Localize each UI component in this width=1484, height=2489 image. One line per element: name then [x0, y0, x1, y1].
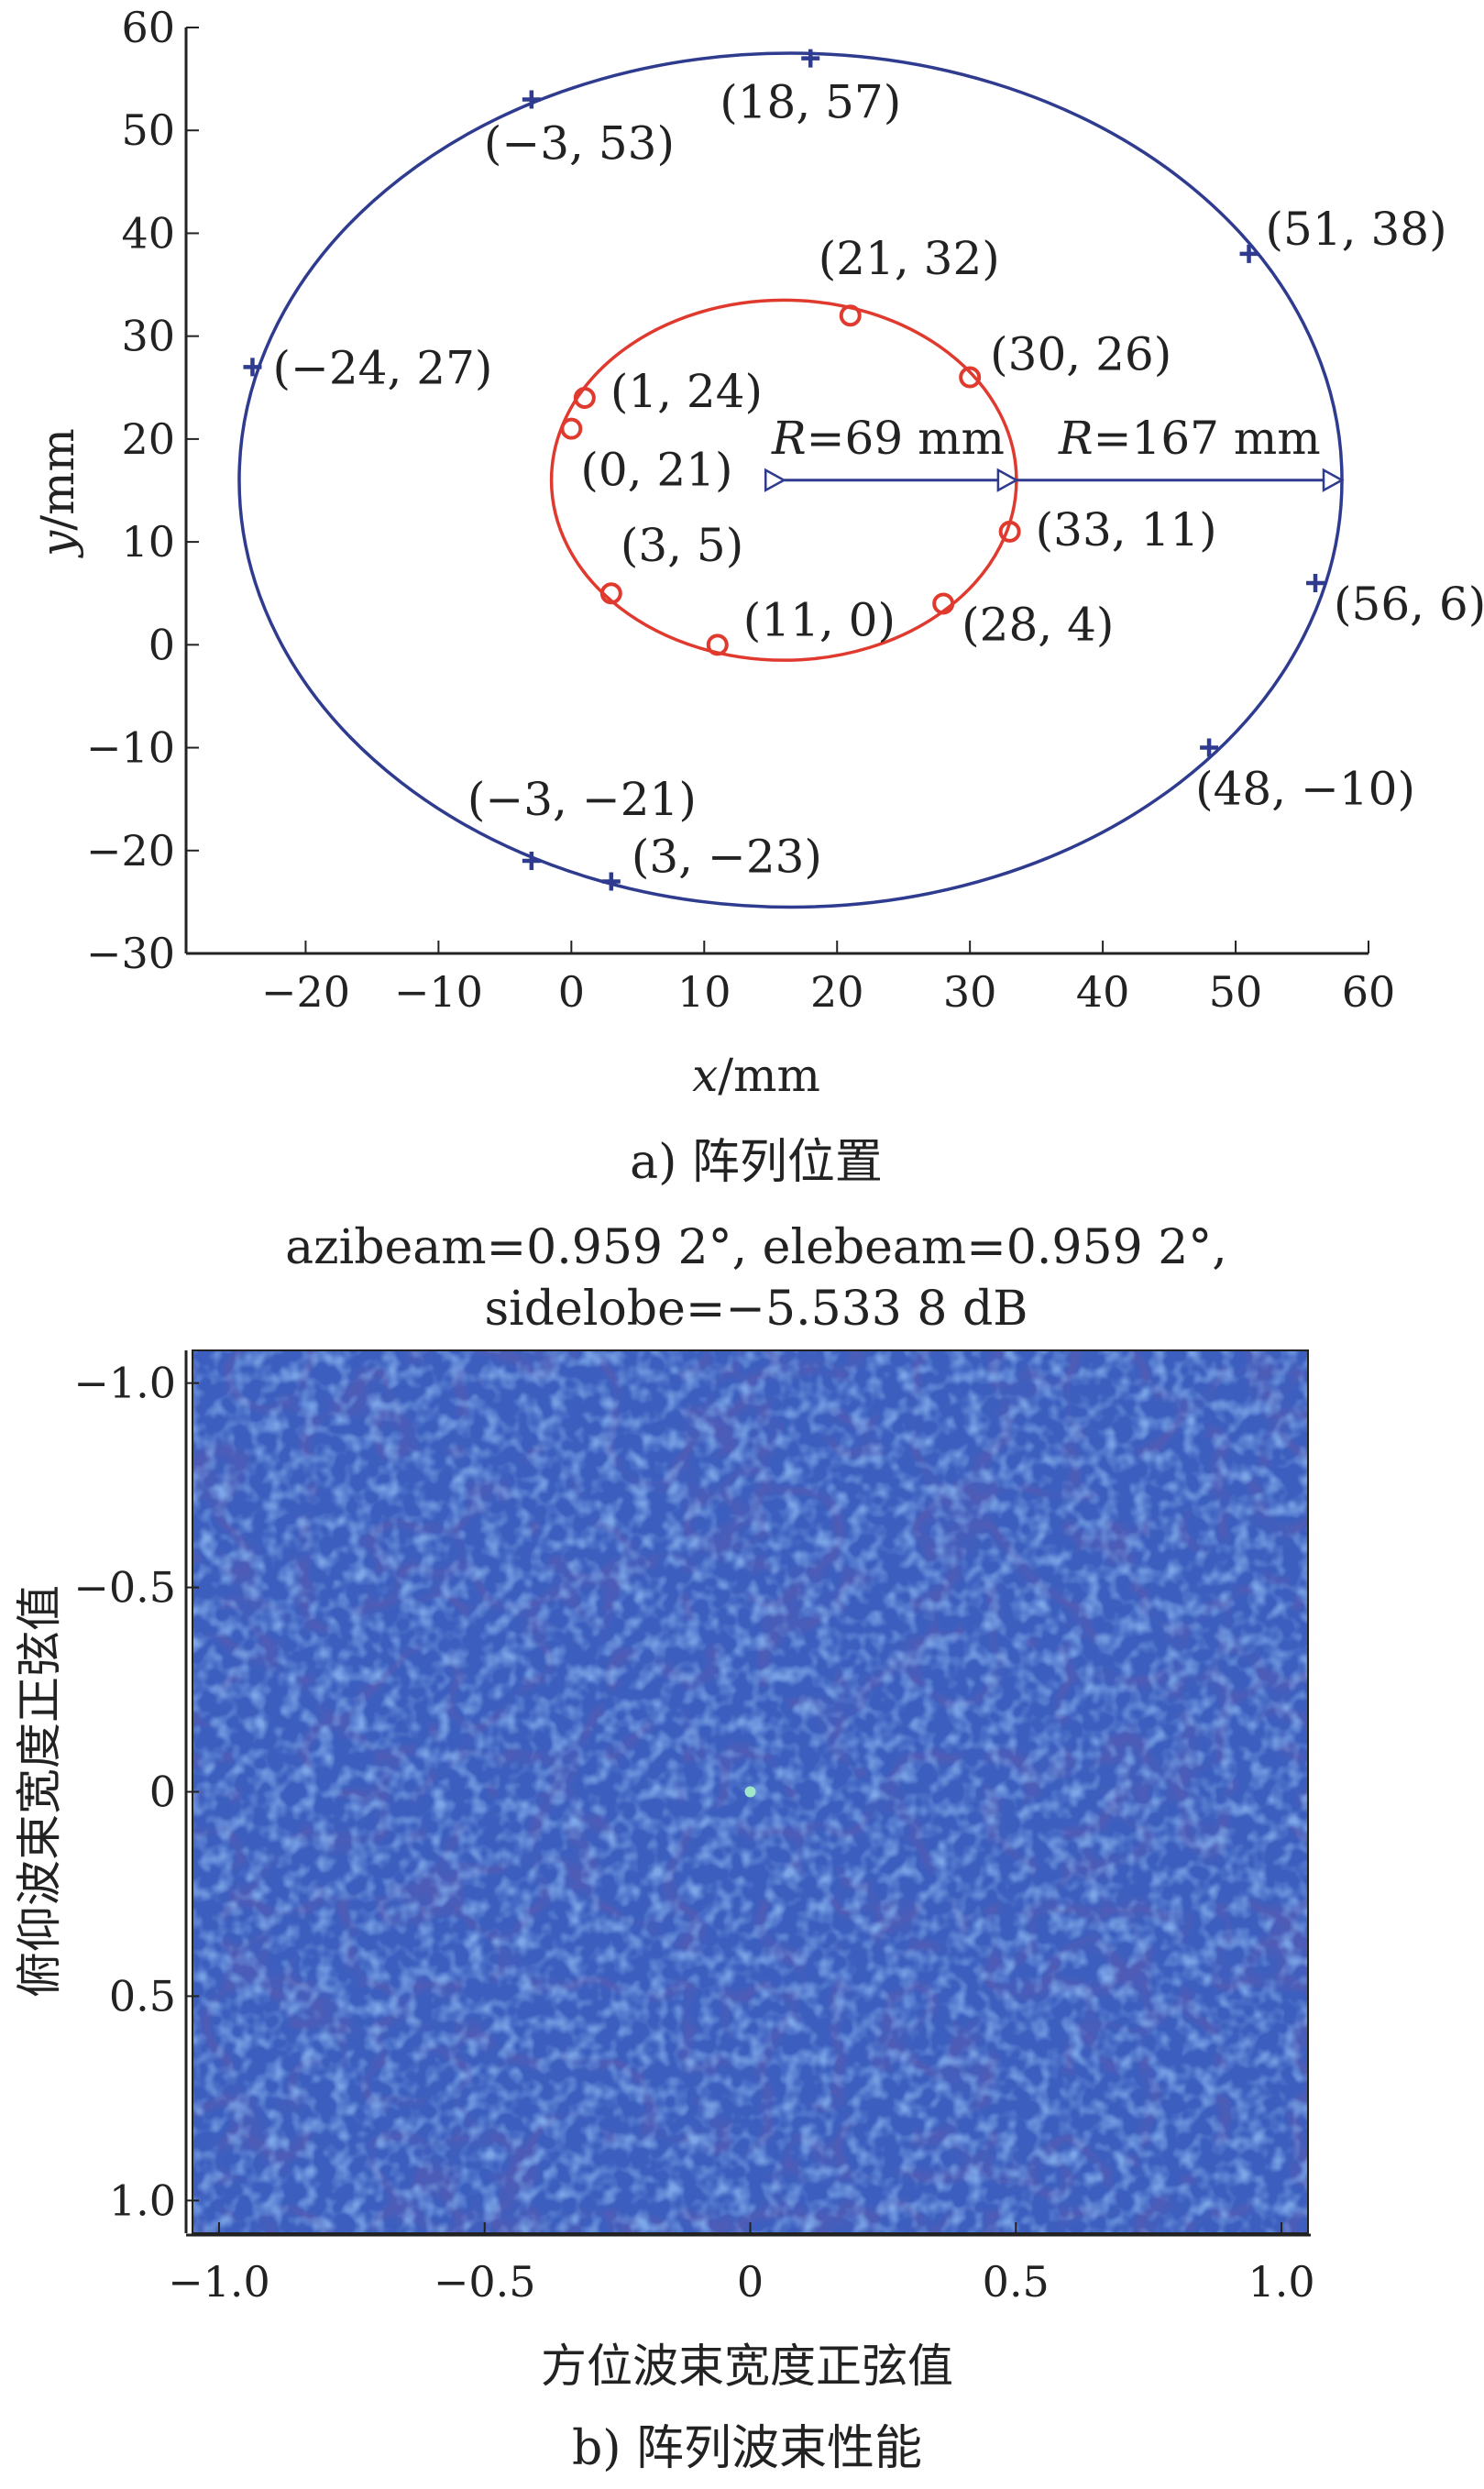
main-lobe-peak	[744, 1786, 756, 1798]
b-x-tick-label: 0	[737, 2257, 764, 2307]
outer-sensor-marker	[522, 90, 541, 109]
outer-sensor-label: (56, 6)	[1334, 578, 1484, 631]
outer-sensor-marker	[801, 49, 820, 68]
a-y-tick-label: 30	[121, 312, 175, 361]
a-y-tick-label: −30	[86, 929, 175, 978]
outer-sensor-marker	[522, 852, 541, 870]
b-y-tick-label: 0.5	[109, 1971, 176, 2021]
outer-sensor-label: (−3, 53)	[484, 117, 675, 171]
inner-sensor-label: (3, 5)	[621, 519, 743, 572]
radius-arrows	[764, 468, 1345, 492]
inner-sensor-label: (21, 32)	[819, 232, 1000, 285]
inner-sensor-marker	[932, 592, 955, 615]
inner-sensor-marker	[959, 366, 982, 389]
b-y-axis-title: 俯仰波束宽度正弦值	[13, 1585, 66, 1998]
a-x-tick-label: 20	[810, 967, 864, 1017]
a-y-tick-label: 40	[121, 208, 175, 258]
b-x-tick-label: −1.0	[168, 2257, 270, 2307]
outer-arrowhead	[1322, 468, 1345, 492]
a-x-tick-label: 30	[943, 967, 997, 1017]
inner-sensor-marker	[573, 387, 596, 409]
inner-sensor-marker	[706, 633, 729, 656]
a-caption: a) 阵列位置	[630, 1135, 883, 1190]
inner-arrowhead	[996, 468, 1019, 492]
a-x-axis-title: x/mm	[692, 1049, 820, 1102]
b-caption: b) 阵列波束性能	[572, 2421, 922, 2476]
array-position-chart: −20 −10 0 10 20 30 40 50 60 −30 −20 −10 0 10 20 30 40 50…	[31, 3, 1484, 1190]
b-title-line2: sidelobe=−5.533 8 dB	[484, 1282, 1028, 1337]
a-x-tick-label: −20	[261, 967, 350, 1017]
inner-sensor-label: (28, 4)	[962, 598, 1114, 651]
outer-sensor-label: (3, −23)	[632, 830, 822, 883]
heatmap	[192, 1350, 1308, 2233]
inner-sensor-label: (1, 24)	[610, 365, 763, 418]
inner-sensor-label: (0, 21)	[580, 444, 732, 497]
outer-sensor-label: (−3, −21)	[467, 773, 697, 826]
inner-radius-label: R=69 mm	[771, 412, 1005, 465]
inner-sensor-label: (33, 11)	[1036, 503, 1217, 556]
outer-sensor-label: (51, 38)	[1266, 203, 1447, 256]
a-y-tick-label: 50	[121, 105, 175, 155]
a-x-tick-label: 60	[1342, 967, 1396, 1017]
a-y-tick-label: −10	[86, 723, 175, 773]
b-y-tick-label: −0.5	[73, 1563, 176, 1613]
outer-sensor-marker	[1200, 738, 1219, 757]
b-y-tick-label: 0	[149, 1768, 176, 1817]
a-y-tick-label: 0	[148, 620, 175, 669]
b-y-tick-label: 1.0	[109, 2175, 176, 2225]
inner-sensor-marker	[998, 520, 1021, 543]
b-title-line1: azibeam=0.959 2°, elebeam=0.959 2°,	[285, 1220, 1227, 1275]
a-x-tick-label: −10	[394, 967, 483, 1017]
a-y-tick-label: 20	[121, 414, 175, 464]
b-x-axis-title: 方位波束宽度正弦值	[541, 2340, 953, 2393]
a-y-tick-label: 10	[121, 517, 175, 567]
inner-sensor-marker	[599, 582, 622, 605]
b-x-tick-label: 0.5	[983, 2257, 1050, 2307]
outer-sensor-label: (48, −10)	[1195, 763, 1415, 816]
inner-sensor-marker	[839, 304, 862, 327]
outer-sensor-marker	[1239, 244, 1259, 263]
outer-sensor-label: (−24, 27)	[272, 341, 492, 394]
inner-sensor-label: (30, 26)	[990, 328, 1171, 381]
beam-pattern-chart: azibeam=0.959 2°, elebeam=0.959 2°, side…	[13, 1220, 1315, 2476]
a-x-tick-label: 40	[1076, 967, 1130, 1017]
center-marker	[764, 468, 786, 492]
a-y-tick-label: 60	[121, 3, 175, 52]
outer-radius-label: R=167 mm	[1058, 412, 1321, 465]
outer-sensor-marker	[601, 872, 621, 891]
outer-sensor-marker	[1306, 574, 1325, 592]
a-x-tick-label: 50	[1209, 967, 1263, 1017]
b-x-tick-label: 1.0	[1248, 2257, 1314, 2307]
a-y-axis-title: y/mm	[31, 428, 84, 558]
inner-sensor-marker	[560, 417, 583, 440]
a-x-tick-label: 0	[558, 967, 585, 1017]
outer-sensor-label: (18, 57)	[720, 76, 901, 129]
inner-sensor-label: (11, 0)	[743, 593, 896, 646]
a-x-tick-label: 10	[677, 967, 731, 1017]
a-y-tick-label: −20	[86, 826, 175, 876]
b-y-tick-label: −1.0	[73, 1359, 176, 1408]
b-x-tick-label: −0.5	[434, 2257, 536, 2307]
outer-sensor-marker	[243, 358, 262, 377]
